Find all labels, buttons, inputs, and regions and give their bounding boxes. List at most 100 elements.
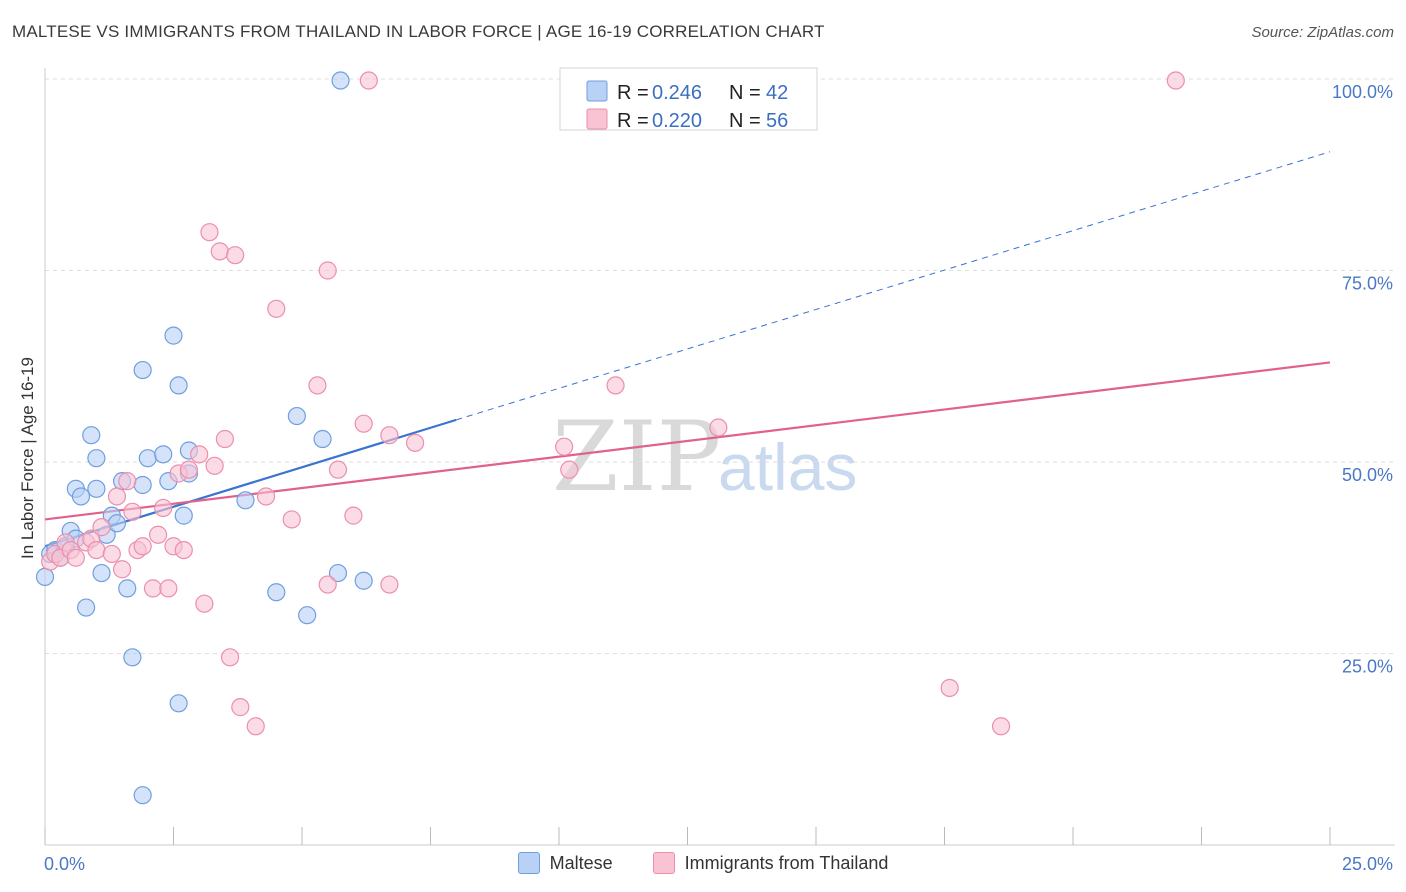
x-tick-label-max: 25.0% — [1342, 854, 1393, 874]
x-tick-label-min: 0.0% — [44, 854, 85, 874]
maltese-point — [154, 445, 173, 464]
stats-r-label: R = — [617, 82, 649, 104]
stats-box: R = 0.246 N = 42 R = 0.220 N = 56 — [559, 67, 818, 132]
y-tick-label: 50.0% — [1342, 465, 1393, 485]
thailand-point — [380, 575, 399, 594]
maltese-point — [174, 506, 193, 525]
maltese-point — [71, 487, 91, 506]
maltese-point — [267, 583, 286, 602]
tick-labels: 25.0% 50.0% 75.0% 100.0% 0.0% 25.0% — [44, 82, 1393, 874]
thailand-point — [190, 445, 209, 464]
thailand-point — [159, 579, 178, 598]
maltese-point — [92, 563, 111, 583]
data-points — [35, 71, 1185, 805]
legend-item-maltese: Maltese — [517, 852, 613, 874]
maltese-point — [107, 514, 127, 533]
stats-r-label: R = — [617, 110, 649, 132]
stats-r-value: 0.220 — [652, 110, 702, 132]
thailand-point — [205, 456, 224, 475]
thailand-point — [380, 426, 399, 445]
thailand-point — [154, 498, 173, 518]
stats-n-label: N = — [729, 110, 761, 132]
stats-swatch-maltese — [586, 80, 608, 102]
legend-swatch-maltese — [517, 852, 540, 874]
maltese-point — [35, 567, 55, 587]
maltese-trend-extension — [456, 151, 1331, 421]
thailand-point — [92, 518, 111, 537]
maltese-point — [287, 406, 306, 426]
maltese-point — [133, 475, 152, 495]
y-tick-label: 75.0% — [1342, 274, 1393, 294]
thailand-point — [66, 548, 85, 567]
maltese-point — [82, 426, 101, 445]
thailand-point — [344, 506, 363, 525]
thailand-point — [940, 678, 959, 698]
maltese-point — [133, 786, 152, 805]
thailand-point — [200, 223, 219, 242]
thailand-point — [102, 544, 121, 564]
stats-n-label: N = — [729, 82, 761, 104]
thailand-point — [231, 698, 250, 717]
chart-source: Source: ZipAtlas.com — [1251, 24, 1394, 41]
thailand-point — [991, 717, 1011, 736]
thailand-point — [405, 433, 425, 452]
maltese-point — [298, 606, 317, 625]
maltese-point — [118, 579, 137, 598]
maltese-point — [328, 563, 348, 583]
chart-title: MALTESE VS IMMIGRANTS FROM THAILAND IN L… — [12, 22, 825, 41]
legend: Maltese Immigrants from Thailand — [0, 852, 1406, 874]
maltese-point — [313, 429, 332, 449]
thailand-point — [606, 376, 625, 395]
maltese-point — [354, 571, 373, 590]
thailand-point — [195, 594, 214, 613]
grid-lines — [45, 78, 1395, 654]
y-tick-label: 100.0% — [1332, 82, 1393, 102]
stats-n-value: 42 — [766, 82, 788, 104]
thailand-point — [282, 510, 301, 529]
maltese-point — [87, 479, 106, 498]
maltese-point — [77, 598, 96, 617]
thailand-point — [179, 460, 199, 479]
thailand-point — [215, 429, 234, 449]
thailand-point — [226, 246, 245, 265]
maltese-point — [138, 449, 157, 468]
thailand-point — [143, 579, 163, 598]
thailand-point — [112, 560, 132, 579]
y-tick-label: 25.0% — [1342, 657, 1393, 677]
thailand-point — [133, 537, 152, 556]
thailand-point — [87, 540, 106, 560]
thailand-point — [354, 414, 373, 433]
thailand-point — [123, 502, 142, 521]
axes — [44, 68, 1395, 846]
thailand-point — [318, 575, 337, 594]
thailand-point — [328, 460, 348, 479]
thailand-point — [560, 460, 579, 479]
maltese-point — [169, 376, 188, 395]
legend-swatch-thailand — [652, 852, 675, 874]
watermark-zip: ZIP — [552, 401, 721, 513]
maltese-point — [236, 491, 255, 510]
thailand-point — [220, 648, 240, 667]
thailand-point — [267, 299, 286, 318]
thailand-point — [246, 717, 265, 736]
thailand-point — [174, 540, 193, 560]
maltese-point — [133, 360, 152, 380]
maltese-point — [87, 449, 106, 468]
thailand-point — [555, 437, 574, 456]
thailand-point — [308, 376, 327, 395]
maltese-point — [169, 694, 188, 713]
thailand-point — [359, 71, 378, 90]
stats-swatch-thailand — [586, 108, 608, 130]
stats-n-value: 56 — [766, 110, 788, 132]
legend-label-thailand: Immigrants from Thailand — [684, 852, 889, 873]
maltese-point — [164, 326, 183, 345]
maltese-point — [123, 648, 142, 667]
thailand-point — [210, 242, 229, 261]
thailand-point — [107, 487, 127, 506]
watermark-atlas: atlas — [718, 430, 857, 504]
thailand-point — [256, 487, 276, 506]
thailand-point — [148, 525, 168, 544]
legend-item-thailand: Immigrants from Thailand — [652, 852, 889, 874]
